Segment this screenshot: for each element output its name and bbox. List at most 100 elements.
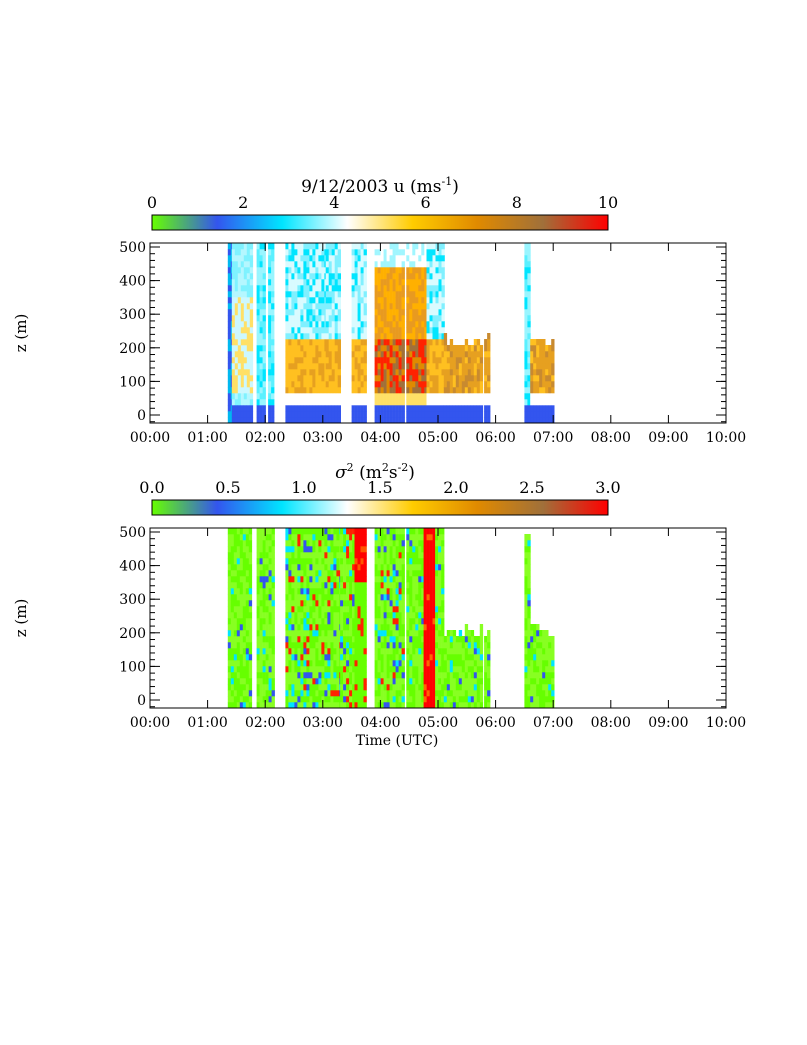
x-tick-label: 05:00 <box>418 430 458 446</box>
heatmap-cell <box>297 243 301 250</box>
heatmap-cell <box>285 411 289 418</box>
heatmap-cell <box>398 255 402 262</box>
heatmap-cell <box>271 273 275 280</box>
heatmap-cell <box>389 315 393 322</box>
heatmap-cell <box>227 528 232 535</box>
heatmap-cell <box>449 678 454 685</box>
heatmap-cell <box>312 600 316 607</box>
heatmap-cell <box>285 546 289 553</box>
heatmap-cell <box>239 648 244 655</box>
heatmap-cell <box>392 648 396 655</box>
heatmap-cell <box>294 321 298 328</box>
heatmap-cell <box>418 285 422 292</box>
heatmap-cell <box>248 636 253 643</box>
heatmap-cell <box>527 570 531 577</box>
heatmap-cell <box>435 411 439 418</box>
heatmap-cell <box>452 702 457 708</box>
heatmap-cell <box>321 594 325 601</box>
heatmap-cell <box>484 690 488 697</box>
heatmap-cell <box>288 600 292 607</box>
heatmap-cell <box>533 381 537 388</box>
heatmap-cell <box>455 636 460 643</box>
heatmap-cell <box>256 351 260 358</box>
heatmap-cell <box>386 672 390 679</box>
heatmap-cell <box>262 558 266 565</box>
heatmap-cell <box>285 297 289 304</box>
heatmap-cell <box>303 660 307 667</box>
heatmap-cell <box>306 534 310 541</box>
heatmap-cell <box>432 249 436 256</box>
heatmap-cell <box>233 666 238 673</box>
heatmap-cell <box>325 243 329 250</box>
heatmap-cell <box>418 552 422 559</box>
heatmap-cell <box>524 351 528 358</box>
heatmap-cell <box>377 291 381 298</box>
heatmap-cell <box>484 393 488 400</box>
heatmap-cell <box>291 636 295 643</box>
heatmap-cell <box>476 660 481 667</box>
heatmap-cell <box>249 255 254 262</box>
heatmap-cell <box>426 405 430 412</box>
heatmap-cell <box>412 411 416 418</box>
heatmap-cell <box>330 606 334 613</box>
heatmap-cell <box>395 417 399 423</box>
heatmap-cell <box>412 261 416 268</box>
heatmap-cell <box>285 534 289 541</box>
heatmap-cell <box>233 564 238 571</box>
heatmap-cell <box>231 297 236 304</box>
heatmap-cell <box>545 636 549 643</box>
heatmap-cell <box>432 594 436 601</box>
heatmap-cell <box>423 612 427 619</box>
heatmap-cell <box>240 351 245 358</box>
heatmap-cell <box>297 381 301 388</box>
heatmap-cell <box>357 528 361 535</box>
heatmap-cell <box>432 387 436 394</box>
heatmap-cell <box>479 696 484 703</box>
heatmap-cell <box>288 309 292 316</box>
heatmap-cell <box>288 297 292 304</box>
heatmap-cell <box>306 600 310 607</box>
heatmap-cell <box>406 546 410 553</box>
heatmap-cell <box>389 630 393 637</box>
heatmap-cell <box>409 570 413 577</box>
heatmap-cell <box>303 684 307 691</box>
heatmap-cell <box>432 612 436 619</box>
heatmap-cell <box>246 399 251 406</box>
colorbar-tick-label: 1.5 <box>367 478 392 497</box>
heatmap-cell <box>303 678 307 685</box>
heatmap-cell <box>285 558 289 565</box>
heatmap-cell <box>227 672 232 679</box>
heatmap-cell <box>426 636 430 643</box>
heatmap-cell <box>395 351 399 358</box>
heatmap-cell <box>294 648 298 655</box>
heatmap-cell <box>398 417 402 423</box>
heatmap-cell <box>527 594 531 601</box>
heatmap-cell <box>346 582 350 589</box>
heatmap-cell <box>354 690 358 697</box>
heatmap-cell <box>262 540 266 547</box>
heatmap-cell <box>527 399 531 406</box>
heatmap-cell <box>467 678 472 685</box>
heatmap-cell <box>363 546 367 553</box>
heatmap-cell <box>349 528 353 535</box>
heatmap-cell <box>288 273 292 280</box>
heatmap-cell <box>452 369 457 376</box>
heatmap-cell <box>432 369 436 376</box>
heatmap-cell <box>297 564 301 571</box>
heatmap-cell <box>328 285 332 292</box>
heatmap-cell <box>363 678 367 685</box>
heatmap-cell <box>360 696 364 703</box>
heatmap-cell <box>297 624 301 631</box>
heatmap-cell <box>328 411 332 418</box>
heatmap-cell <box>383 528 387 535</box>
heatmap-cell <box>331 363 335 370</box>
heatmap-cell <box>458 672 463 679</box>
heatmap-cell <box>318 321 322 328</box>
heatmap-cell <box>406 255 410 262</box>
heatmap-cell <box>294 339 298 346</box>
heatmap-cell <box>374 672 378 679</box>
heatmap-cell <box>360 528 364 535</box>
heatmap-cell <box>248 606 253 613</box>
heatmap-cell <box>262 255 266 262</box>
heatmap-cell <box>545 660 549 667</box>
